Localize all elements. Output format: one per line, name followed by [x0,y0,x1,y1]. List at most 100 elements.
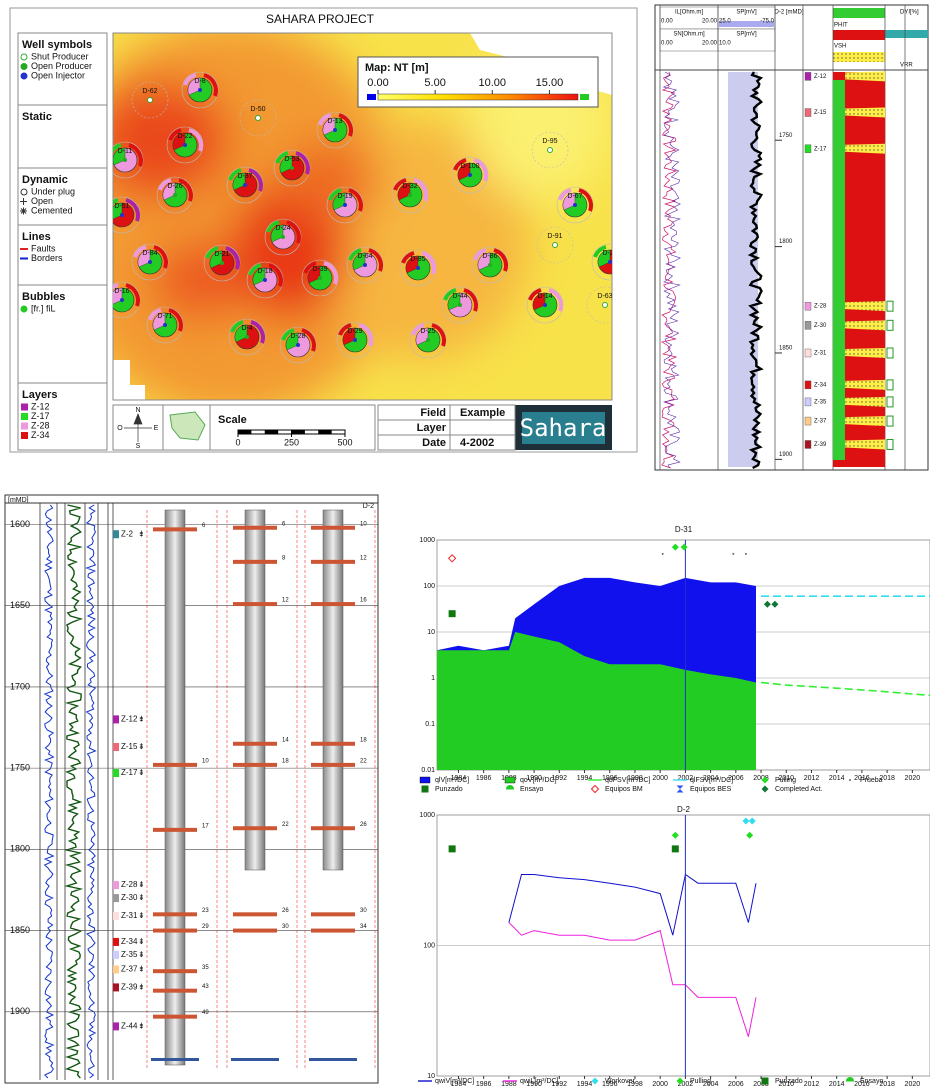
well-symbol [183,143,187,147]
scale-tick-label: 500 [337,437,352,447]
lith-header-bar [833,8,885,18]
log-curve [43,504,55,1079]
log-header-max: 20.00 [702,19,718,25]
x-tick-label: 1984 [451,775,467,782]
well-symbol [318,276,322,280]
collar-label: 18 [360,737,367,743]
zone-label: Z-28 [814,304,827,310]
log-header-min: 0.00 [661,19,673,25]
sidebar-section [17,32,108,106]
wellbore-panel [4,494,379,1084]
series-line [508,922,757,1037]
perf-arrow: ⇟ [138,983,145,992]
info-label: Date [422,437,446,449]
zone-label: Z-35 [121,950,138,959]
legend-swatch [20,207,27,215]
legend-text: Open Producer [31,61,92,71]
chart-title: D-31 [675,525,693,534]
zone-marker [113,983,119,992]
legend-text: qlV[m³/DC] [435,777,469,784]
well-label: D-91 [547,233,562,240]
well-symbol [123,158,127,162]
well-ring [578,188,593,212]
collar-label: 30 [282,924,289,930]
x-tick-label: 1994 [577,1081,593,1086]
collar-label: 6 [282,521,286,527]
well-bubble-sector [352,252,366,271]
zone-marker [113,911,119,920]
collar-label: 49 [202,1010,209,1016]
wellbore-unit: [mMD] [8,497,29,504]
tubing [322,509,344,871]
perf-arrow: ⇟ [138,880,145,889]
event-marker [763,600,771,608]
sidebar-section [17,167,108,226]
perf-arrow: ⇟ [138,937,145,946]
well-ring [128,143,143,167]
minimap [169,411,206,441]
legend-text: Z-28 [31,420,50,430]
collar-label: 26 [282,908,289,914]
compass-rose [124,413,152,442]
zone-label: Z-15 [121,742,138,751]
perf-arrow: ⇟ [138,768,145,777]
well-bubble-sector [405,255,419,274]
well-symbol [552,242,558,248]
well-symbol [243,183,247,187]
legend-swatch [845,1077,855,1082]
collar [311,602,355,607]
zone-marker [804,440,812,449]
x-tick-label: 2008 [753,1081,769,1086]
series-line [508,873,757,936]
well-symbol [343,203,347,207]
well-ring [493,248,508,272]
perf-arrow: ⇟ [138,965,145,974]
depth-tick-label: 1900 [10,1006,30,1016]
collar-label: 6 [202,523,206,529]
well-symbol [333,128,337,132]
x-tick-label: 1992 [552,1081,568,1086]
collar [311,741,355,746]
depth-tick-label: 1650 [10,600,30,610]
x-tick-label: 1996 [602,1081,618,1086]
well-ring [168,128,182,141]
x-tick-label: 2018 [879,1081,895,1086]
zone-label: Z-28 [121,880,138,889]
well-symbol [198,88,202,92]
event-marker [732,552,735,555]
well-ring [301,328,316,352]
well-ring [303,261,317,274]
legend-text: [fr.] fiL [31,303,56,313]
x-tick-label: 1990 [526,775,542,782]
collar-label: 43 [202,984,209,990]
compass-label: S [136,443,141,450]
scale-segment [291,430,305,434]
well-bubble-sector [113,202,123,220]
well-bubble-sector [152,312,166,331]
x-tick-label: 2016 [854,1081,870,1086]
well-label: D-23 [602,250,617,257]
well-bubble-sector [209,250,223,269]
well-ring [528,288,542,301]
well-symbol [245,335,249,339]
perf-box [886,438,894,450]
well-symbol [173,193,177,197]
depth-tick-label: 1800 [10,844,30,854]
log-header-max: -75.0 [760,19,774,25]
well-ring [358,323,373,347]
collar [233,912,277,917]
well-ring [125,198,140,222]
collar [153,988,197,993]
collar-label: 16 [360,598,367,604]
well-bubble-sector [232,172,246,191]
legend-text: Ensayo [520,786,543,793]
log-header-bar [719,21,774,27]
well-label: D-29 [347,328,362,335]
well-label: D-26 [167,183,182,190]
depth-tick-label: 1750 [779,133,793,139]
collar-label: 23 [202,908,209,914]
collar [153,928,197,933]
zone-label: Z-12 [814,74,827,80]
collar-label: 22 [282,822,289,828]
